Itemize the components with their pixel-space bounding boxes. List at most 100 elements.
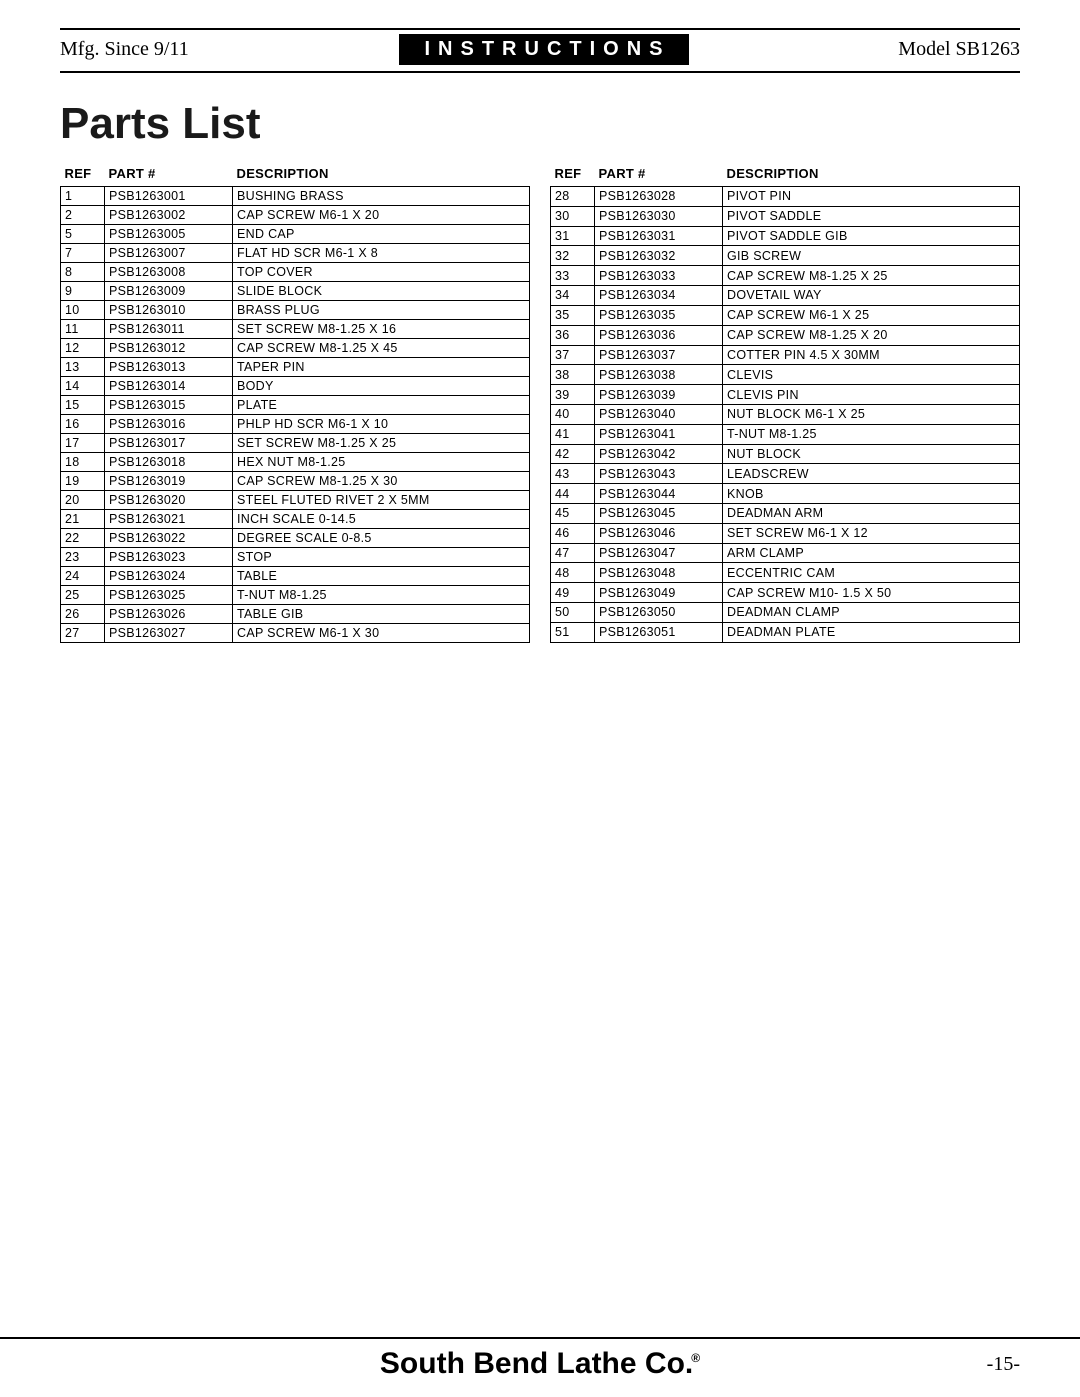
cell-part: PSB1263008 — [105, 263, 233, 282]
cell-desc: STEEL FLUTED RIVET 2 X 5MM — [233, 491, 530, 510]
cell-ref: 39 — [551, 385, 595, 405]
table-row: 39PSB1263039CLEVIS PIN — [551, 385, 1020, 405]
cell-desc: CAP SCREW M8-1.25 X 25 — [723, 266, 1020, 286]
cell-part: PSB1263012 — [105, 339, 233, 358]
cell-desc: END CAP — [233, 225, 530, 244]
cell-desc: PIVOT PIN — [723, 187, 1020, 207]
cell-ref: 18 — [61, 453, 105, 472]
cell-part: PSB1263048 — [595, 563, 723, 583]
col-part-header: PART # — [595, 163, 723, 187]
cell-desc: CLEVIS PIN — [723, 385, 1020, 405]
cell-ref: 27 — [61, 624, 105, 643]
table-row: 44PSB1263044KNOB — [551, 484, 1020, 504]
cell-ref: 48 — [551, 563, 595, 583]
cell-ref: 8 — [61, 263, 105, 282]
table-row: 1PSB1263001BUSHING BRASS — [61, 187, 530, 206]
brand-name: South Bend Lathe Co.® — [380, 1347, 700, 1381]
cell-desc: DEGREE SCALE 0-8.5 — [233, 529, 530, 548]
cell-desc: CAP SCREW M6-1 X 30 — [233, 624, 530, 643]
cell-part: PSB1263037 — [595, 345, 723, 365]
cell-desc: GIB SCREW — [723, 246, 1020, 266]
cell-desc: PLATE — [233, 396, 530, 415]
cell-ref: 40 — [551, 404, 595, 424]
cell-desc: CAP SCREW M8-1.25 X 30 — [233, 472, 530, 491]
cell-part: PSB1263002 — [105, 206, 233, 225]
table-row: 12PSB1263012CAP SCREW M8-1.25 X 45 — [61, 339, 530, 358]
cell-part: PSB1263033 — [595, 266, 723, 286]
cell-part: PSB1263021 — [105, 510, 233, 529]
table-row: 30PSB1263030PIVOT SADDLE — [551, 206, 1020, 226]
cell-desc: SLIDE BLOCK — [233, 282, 530, 301]
cell-desc: DEADMAN CLAMP — [723, 603, 1020, 623]
table-row: 11PSB1263011SET SCREW M8-1.25 X 16 — [61, 320, 530, 339]
cell-ref: 50 — [551, 603, 595, 623]
cell-desc: CLEVIS — [723, 365, 1020, 385]
cell-ref: 43 — [551, 464, 595, 484]
cell-desc: CAP SCREW M6-1 X 25 — [723, 305, 1020, 325]
cell-part: PSB1263030 — [595, 206, 723, 226]
cell-part: PSB1263017 — [105, 434, 233, 453]
table-row: 7PSB1263007FLAT HD SCR M6-1 X 8 — [61, 244, 530, 263]
page-title: Parts List — [60, 99, 1020, 149]
cell-part: PSB1263032 — [595, 246, 723, 266]
page-number: -15- — [987, 1353, 1020, 1376]
cell-desc: ECCENTRIC CAM — [723, 563, 1020, 583]
cell-ref: 7 — [61, 244, 105, 263]
cell-part: PSB1263036 — [595, 325, 723, 345]
col-desc-header: DESCRIPTION — [723, 163, 1020, 187]
cell-desc: T-NUT M8-1.25 — [723, 424, 1020, 444]
cell-ref: 25 — [61, 586, 105, 605]
cell-ref: 24 — [61, 567, 105, 586]
cell-part: PSB1263027 — [105, 624, 233, 643]
table-row: 34PSB1263034DOVETAIL WAY — [551, 286, 1020, 306]
cell-part: PSB1263007 — [105, 244, 233, 263]
cell-desc: CAP SCREW M6-1 X 20 — [233, 206, 530, 225]
table-row: 36PSB1263036CAP SCREW M8-1.25 X 20 — [551, 325, 1020, 345]
table-row: 40PSB1263040NUT BLOCK M6-1 X 25 — [551, 404, 1020, 424]
cell-desc: DEADMAN ARM — [723, 504, 1020, 524]
brand-text: South Bend Lathe Co. — [380, 1347, 693, 1380]
cell-part: PSB1263022 — [105, 529, 233, 548]
cell-part: PSB1263051 — [595, 622, 723, 642]
cell-part: PSB1263018 — [105, 453, 233, 472]
cell-desc: FLAT HD SCR M6-1 X 8 — [233, 244, 530, 263]
cell-ref: 44 — [551, 484, 595, 504]
cell-ref: 41 — [551, 424, 595, 444]
table-header-row: REF PART # DESCRIPTION — [61, 163, 530, 187]
top-rule — [60, 28, 1020, 30]
cell-ref: 30 — [551, 206, 595, 226]
footer: South Bend Lathe Co.® -15- — [0, 1337, 1080, 1397]
cell-desc: COTTER PIN 4.5 X 30MM — [723, 345, 1020, 365]
parts-table-right: REF PART # DESCRIPTION 28PSB1263028PIVOT… — [550, 163, 1020, 643]
table-row: 22PSB1263022DEGREE SCALE 0-8.5 — [61, 529, 530, 548]
cell-part: PSB1263016 — [105, 415, 233, 434]
instructions-badge: INSTRUCTIONS — [399, 34, 689, 65]
cell-part: PSB1263047 — [595, 543, 723, 563]
table-row: 14PSB1263014BODY — [61, 377, 530, 396]
cell-ref: 32 — [551, 246, 595, 266]
cell-ref: 2 — [61, 206, 105, 225]
cell-ref: 35 — [551, 305, 595, 325]
cell-desc: DOVETAIL WAY — [723, 286, 1020, 306]
table-row: 24PSB1263024TABLE — [61, 567, 530, 586]
cell-ref: 20 — [61, 491, 105, 510]
cell-desc: SET SCREW M8-1.25 X 25 — [233, 434, 530, 453]
table-row: 13PSB1263013TAPER PIN — [61, 358, 530, 377]
cell-desc: INCH SCALE 0-14.5 — [233, 510, 530, 529]
cell-desc: NUT BLOCK — [723, 444, 1020, 464]
header-bottom-rule — [60, 71, 1020, 73]
table-row: 8PSB1263008TOP COVER — [61, 263, 530, 282]
cell-part: PSB1263019 — [105, 472, 233, 491]
col-part-header: PART # — [105, 163, 233, 187]
cell-ref: 5 — [61, 225, 105, 244]
table-row: 37PSB1263037COTTER PIN 4.5 X 30MM — [551, 345, 1020, 365]
cell-part: PSB1263014 — [105, 377, 233, 396]
table-row: 15PSB1263015PLATE — [61, 396, 530, 415]
table-row: 9PSB1263009SLIDE BLOCK — [61, 282, 530, 301]
cell-part: PSB1263025 — [105, 586, 233, 605]
cell-part: PSB1263040 — [595, 404, 723, 424]
cell-desc: SET SCREW M8-1.25 X 16 — [233, 320, 530, 339]
table-row: 33PSB1263033CAP SCREW M8-1.25 X 25 — [551, 266, 1020, 286]
table-row: 51PSB1263051DEADMAN PLATE — [551, 622, 1020, 642]
table-row: 45PSB1263045DEADMAN ARM — [551, 504, 1020, 524]
